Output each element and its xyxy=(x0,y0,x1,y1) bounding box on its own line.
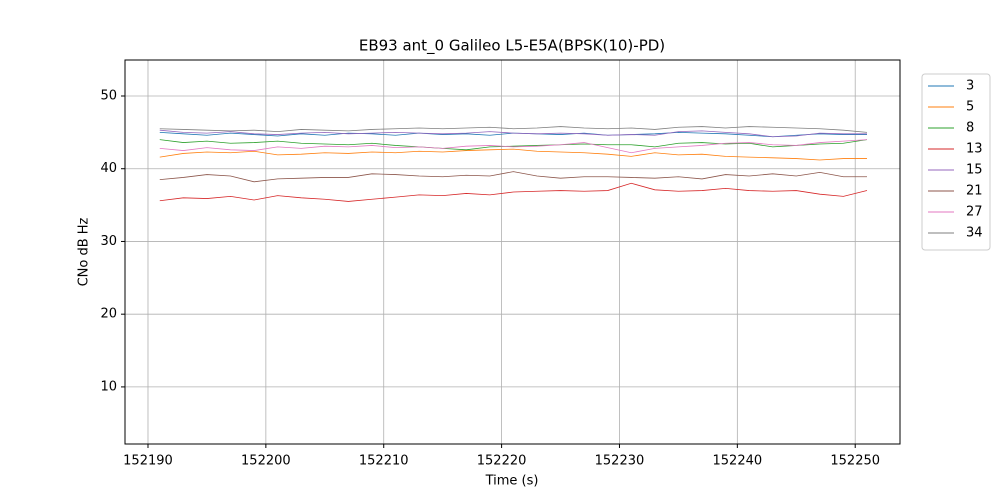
legend-label: 13 xyxy=(966,142,983,157)
legend-label: 8 xyxy=(966,121,974,136)
y-tick-label: 20 xyxy=(100,307,117,322)
series-line xyxy=(159,126,868,133)
legend-label: 21 xyxy=(966,184,983,199)
legend-label: 5 xyxy=(966,100,974,115)
series-line xyxy=(159,182,868,202)
chart-title: EB93 ant_0 Galileo L5-E5A(BPSK(10)-PD) xyxy=(359,37,665,56)
x-tick-label: 152230 xyxy=(595,454,645,469)
series-line xyxy=(159,148,867,161)
x-tick-label: 152220 xyxy=(477,454,527,469)
series-line xyxy=(159,139,868,154)
legend-label: 27 xyxy=(966,205,983,220)
legend-label: 34 xyxy=(966,226,983,241)
y-tick-label: 10 xyxy=(100,379,117,394)
series-line xyxy=(159,139,868,151)
y-axis-label: CNo dB Hz xyxy=(77,217,92,286)
x-tick-label: 152250 xyxy=(830,454,880,469)
x-tick-label: 152210 xyxy=(359,454,409,469)
y-tick-label: 50 xyxy=(100,89,117,104)
x-tick-label: 152200 xyxy=(241,454,291,469)
y-tick-label: 40 xyxy=(100,161,117,176)
y-tick-label: 30 xyxy=(100,234,117,249)
legend-label: 3 xyxy=(966,79,974,94)
plot-frame xyxy=(124,59,901,445)
legend-label: 15 xyxy=(966,163,983,178)
series-line xyxy=(159,171,867,183)
x-tick-label: 152240 xyxy=(713,454,763,469)
x-tick-label: 152190 xyxy=(123,454,173,469)
legend-box xyxy=(921,73,991,251)
x-axis-label: Time (s) xyxy=(485,474,539,489)
series-line xyxy=(159,129,867,138)
